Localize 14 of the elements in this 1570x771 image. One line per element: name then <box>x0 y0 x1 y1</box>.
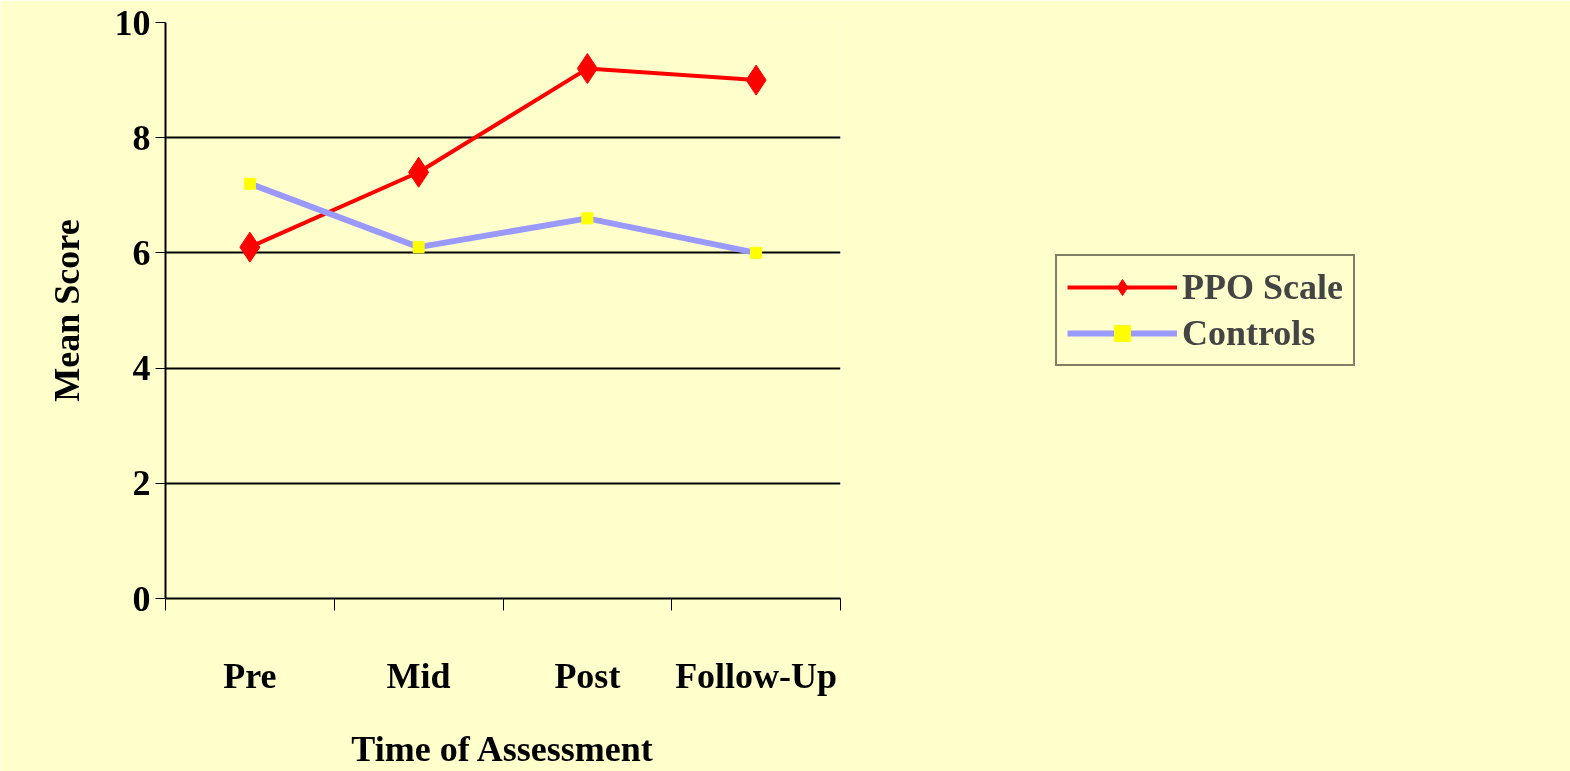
y-tick-label: 8 <box>132 117 151 158</box>
legend-label: Controls <box>1182 312 1316 354</box>
y-axis-title: Mean Score <box>46 219 87 402</box>
y-tick-label: 10 <box>114 2 151 43</box>
x-axis-title: Time of Assessment <box>351 728 653 769</box>
x-tick-label: Pre <box>223 655 277 696</box>
legend-label: PPO Scale <box>1182 266 1343 308</box>
y-tick-label: 2 <box>132 463 151 504</box>
x-tick-label: Follow-Up <box>675 655 838 696</box>
y-tick-label: 6 <box>132 232 151 273</box>
x-tick-label: Post <box>554 655 621 696</box>
x-tick-label: Mid <box>386 655 451 696</box>
y-tick-label: 4 <box>132 348 151 389</box>
y-tick-label: 0 <box>132 578 151 619</box>
